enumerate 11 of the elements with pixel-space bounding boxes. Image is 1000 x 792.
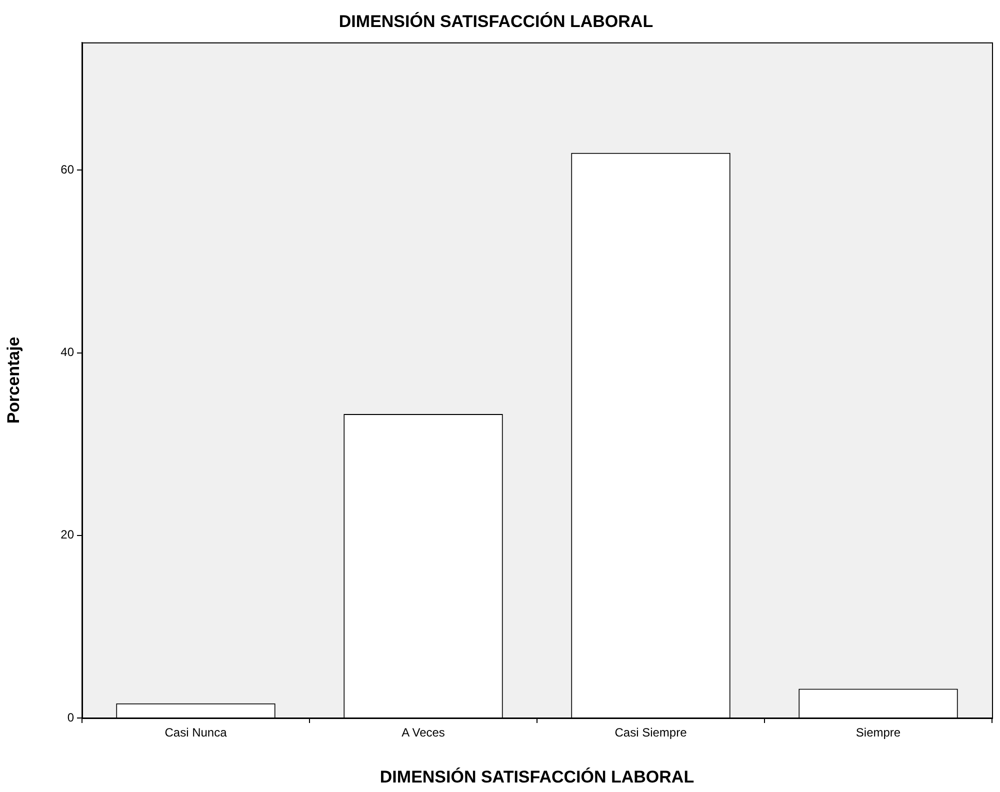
- y-axis-title: Porcentaje: [4, 336, 23, 424]
- y-tick-label: 40: [60, 345, 74, 360]
- x-tick-label: Siempre: [856, 726, 901, 740]
- x-axis-title: DIMENSIÓN SATISFACCIÓN LABORAL: [380, 766, 694, 786]
- x-tick-label: A Veces: [402, 726, 445, 740]
- y-tick-label: 0: [67, 710, 74, 724]
- x-tick-label: Casi Nunca: [164, 726, 228, 740]
- chart-title: DIMENSIÓN SATISFACCIÓN LABORAL: [338, 10, 654, 31]
- y-tick-label: 60: [60, 162, 74, 177]
- y-tick-label: 20: [60, 528, 74, 542]
- x-tick-label: Casi Siempre: [614, 726, 688, 740]
